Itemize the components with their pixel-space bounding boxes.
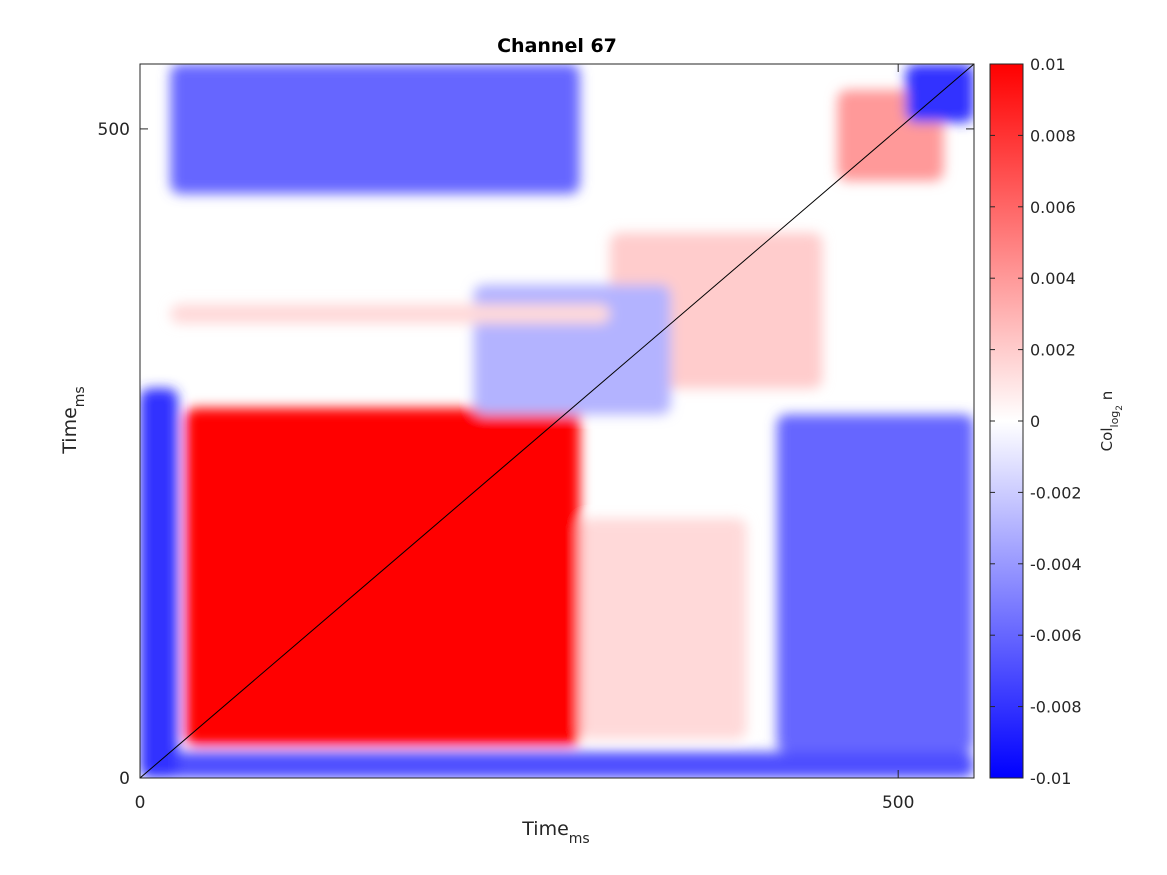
colorbar-label: Collog2 n — [1098, 391, 1125, 452]
heatmap-region-0 — [185, 408, 580, 746]
plot-frame — [139, 63, 975, 779]
heatmap-region-1 — [140, 752, 974, 778]
y-tick-label-1: 500 — [98, 120, 130, 140]
x-tick-label-0: 0 — [135, 793, 146, 813]
x-axis-label: Timems — [521, 818, 589, 847]
heatmap-region-9 — [170, 304, 611, 324]
x-axis-ticks: 0 500 — [135, 64, 914, 813]
heatmap-region-4 — [776, 414, 974, 753]
y-tick-label-0: 0 — [119, 769, 130, 789]
colorbar-tick-label-0: -0.01 — [1030, 769, 1071, 788]
colorbar-tick-label-10: 0.01 — [1030, 55, 1066, 74]
y-axis-label: Timems — [59, 386, 88, 454]
chart-title: Channel 67 — [497, 35, 617, 57]
heatmap-region-2 — [140, 388, 178, 778]
colorbar-tick-label-9: 0.008 — [1030, 126, 1076, 145]
colorbar-tick-label-3: -0.004 — [1030, 555, 1082, 574]
colorbar-tick-label-5: 0 — [1030, 412, 1040, 431]
colorbar-tick-label-1: -0.008 — [1030, 698, 1082, 717]
colorbar-tick-label-8: 0.006 — [1030, 198, 1076, 217]
colorbar-tick-label-2: -0.006 — [1030, 626, 1082, 645]
heatmap-region-10 — [579, 518, 747, 740]
colorbar-tick-label-6: 0.002 — [1030, 341, 1076, 360]
y-axis-ticks: 0 500 — [98, 120, 974, 789]
colorbar-tick-label-4: -0.002 — [1030, 483, 1082, 502]
x-tick-label-1: 500 — [882, 793, 914, 813]
colorbar-ticks: -0.01 -0.008 -0.006 -0.004 -0.002 0 0.002 0.004… — [990, 55, 1082, 788]
colorbar-tick-label-7: 0.004 — [1030, 269, 1076, 288]
heatmap — [140, 64, 974, 778]
heatmap-region-3 — [170, 64, 580, 194]
diagonal-line — [139, 63, 975, 779]
